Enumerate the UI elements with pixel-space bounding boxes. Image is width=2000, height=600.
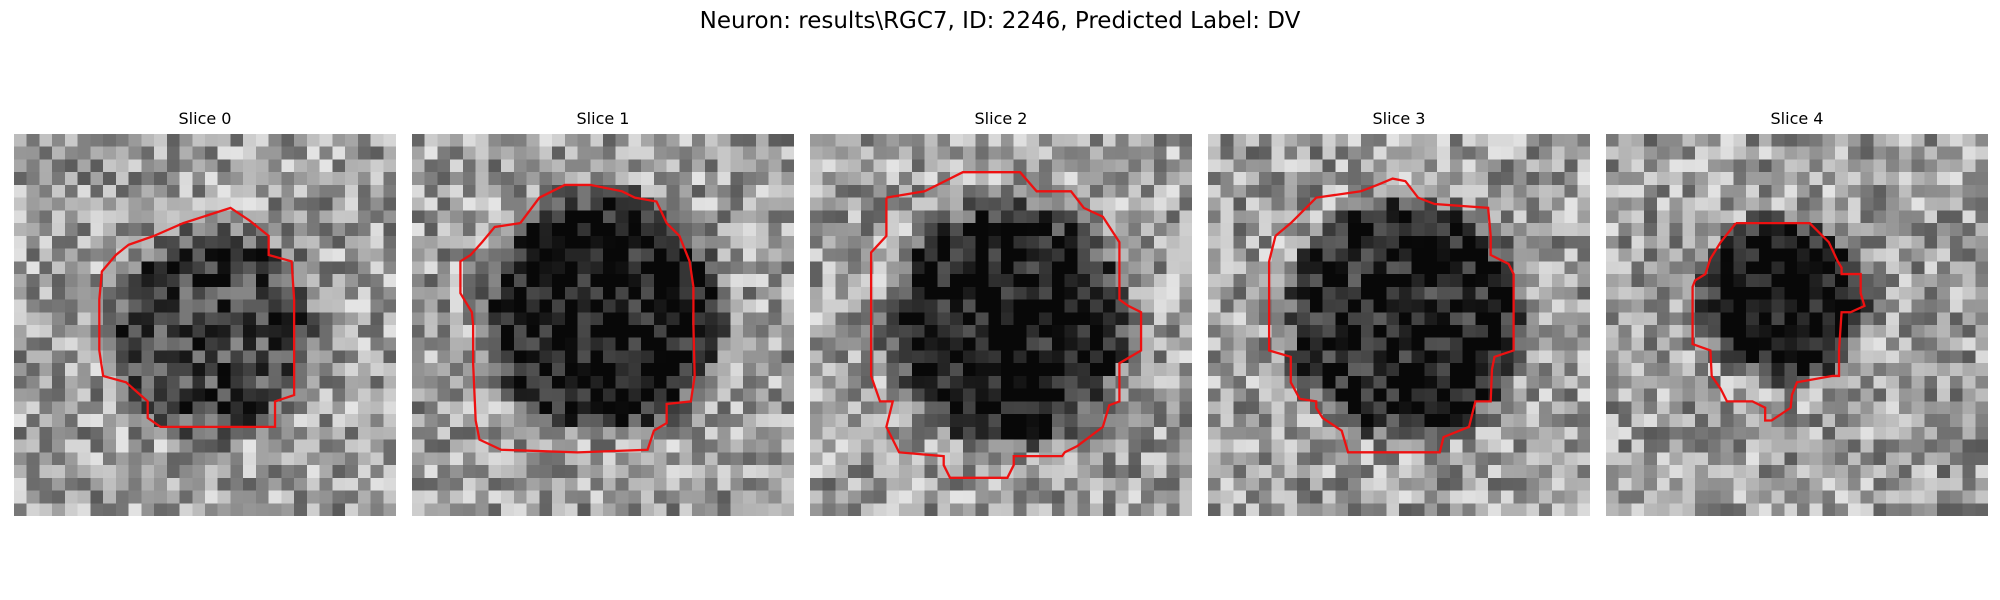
contour-overlay: [459, 183, 696, 454]
contour-overlay: [1691, 221, 1866, 422]
slice-image: [810, 134, 1192, 516]
slice-panel-2: Slice 2: [810, 108, 1192, 516]
slice-panel-4: Slice 4: [1606, 108, 1988, 516]
figure-title: Neuron: results\RGC7, ID: 2246, Predicte…: [699, 8, 1301, 34]
contour-overlay: [1267, 177, 1515, 454]
grayscale-microscopy-slice: [14, 134, 396, 516]
grayscale-microscopy-slice: [1606, 134, 1988, 516]
segmentation-contour: [1691, 221, 1866, 422]
segmentation-contour: [459, 183, 696, 454]
slice-title: Slice 1: [576, 109, 630, 128]
grayscale-microscopy-slice: [810, 134, 1192, 516]
slice-image: [1208, 134, 1590, 516]
segmentation-contour: [869, 171, 1143, 479]
segmentation-contour: [98, 206, 296, 429]
segmentation-contour: [1267, 177, 1515, 454]
slice-title: Slice 2: [974, 109, 1028, 128]
slice-panel-0: Slice 0: [14, 108, 396, 516]
slice-panel-1: Slice 1: [412, 108, 794, 516]
slice-image: [1606, 134, 1988, 516]
contour-overlay: [869, 171, 1143, 479]
slice-panel-3: Slice 3: [1208, 108, 1590, 516]
slice-title: Slice 3: [1372, 109, 1426, 128]
slice-image: [14, 134, 396, 516]
contour-overlay: [98, 206, 296, 429]
slice-title: Slice 4: [1770, 109, 1824, 128]
slice-image: [412, 134, 794, 516]
slice-title: Slice 0: [178, 109, 232, 128]
